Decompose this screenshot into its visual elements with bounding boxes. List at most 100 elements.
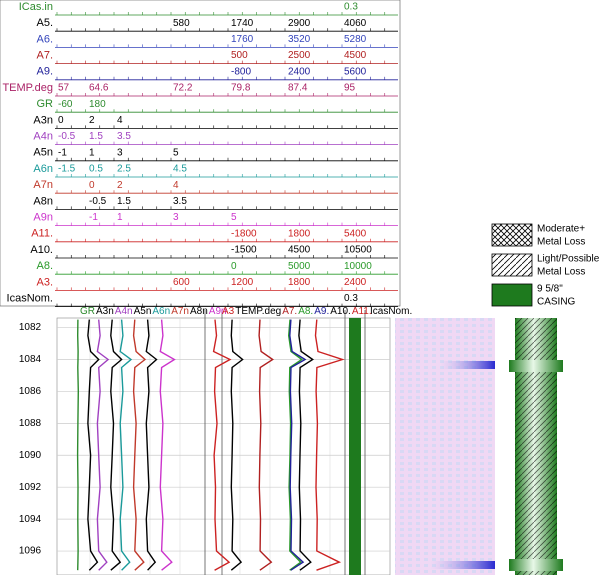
depth-label: 1092	[19, 482, 42, 493]
casing-collar	[509, 360, 563, 372]
scale-label: 1760	[231, 34, 254, 45]
scale-label: 1800	[288, 277, 311, 288]
scale-label: 5600	[344, 66, 367, 77]
log-curve	[132, 319, 147, 571]
scale-label: 580	[173, 18, 190, 29]
scale-label: 4500	[288, 245, 311, 256]
log-curve	[76, 319, 80, 571]
log-curve	[119, 319, 133, 571]
scale-label: 1740	[231, 18, 254, 29]
curve-label: A9n	[209, 306, 227, 317]
scale-label: 87.4	[288, 83, 308, 94]
scale-label: -1	[58, 147, 67, 158]
scale-label: -1	[89, 212, 98, 223]
curve-name: A9.	[36, 66, 53, 78]
scale-label: 3.5	[173, 196, 187, 207]
scale-label: 4	[117, 115, 123, 126]
scale-label: 0	[231, 261, 237, 272]
scale-label: -0.5	[89, 196, 107, 207]
scale-label: 3.5	[117, 131, 131, 142]
legend-text: Metal Loss	[537, 267, 585, 278]
log-curve	[230, 319, 244, 571]
scale-label: 3	[173, 212, 179, 223]
track-curve-labels: IcasNom.	[370, 306, 412, 317]
curve-label: A4n	[115, 306, 133, 317]
log-curve	[314, 319, 345, 571]
curve-name: A10.	[30, 244, 53, 256]
curve-label: GR	[80, 306, 95, 317]
curve-name: A6n	[33, 163, 53, 175]
scale-label: -60	[58, 99, 73, 110]
curve-name: A5.	[36, 17, 53, 29]
scale-label: 4500	[344, 50, 367, 61]
curve-label: A8n	[190, 306, 208, 317]
scale-label: 3	[117, 147, 123, 158]
scale-label: 57	[58, 83, 70, 94]
scale-label: 0.3	[344, 293, 358, 304]
legend-text: 9 5/8"	[537, 284, 563, 295]
log-curve	[289, 319, 307, 571]
legend-text: Metal Loss	[537, 237, 585, 248]
curve-name: A8n	[33, 195, 53, 207]
scale-label: 10000	[344, 261, 372, 272]
legend-text: CASING	[537, 297, 576, 308]
log-curve	[159, 319, 176, 571]
curve-name: A5n	[33, 147, 53, 159]
log-curve	[96, 319, 110, 571]
scale-label: 1	[89, 147, 95, 158]
curve-label: A7.	[282, 306, 297, 317]
legend-swatch	[491, 223, 533, 247]
scale-label: 2900	[288, 18, 311, 29]
scale-label: 1200	[231, 277, 254, 288]
log-curve	[287, 319, 304, 571]
curve-label: A8.	[298, 306, 313, 317]
header-panel	[0, 0, 401, 307]
loss-indication	[430, 561, 495, 569]
scale-label: 1.5	[117, 196, 131, 207]
curve-name: A3n	[33, 114, 53, 126]
curve-label: A9.	[314, 306, 329, 317]
scale-label: 10500	[344, 245, 372, 256]
log-curve	[87, 319, 100, 571]
depth-label: 1096	[19, 546, 42, 557]
depth-label: 1094	[19, 514, 42, 525]
curve-label: A3n	[96, 306, 114, 317]
log-curve	[212, 319, 232, 571]
scale-label: 2	[117, 180, 123, 191]
casing-collar	[509, 559, 563, 571]
scale-label: 0.5	[89, 164, 103, 175]
log-curve	[110, 319, 123, 571]
curve-name: A7.	[36, 50, 53, 62]
scale-label: -800	[231, 66, 251, 77]
curve-label: TEMP.deg	[235, 306, 281, 317]
scale-label: 0.3	[344, 2, 358, 13]
depth-label: 1090	[19, 450, 42, 461]
depth-label: 1088	[19, 418, 42, 429]
scale-label: 5280	[344, 34, 367, 45]
scale-label: 64.6	[89, 83, 109, 94]
depth-label: 1086	[19, 386, 42, 397]
scale-label: 0	[58, 115, 64, 126]
scale-label: 95	[344, 83, 356, 94]
curve-name: A11.	[31, 228, 53, 240]
legend-swatch	[491, 283, 533, 307]
scale-label: -1.5	[58, 164, 76, 175]
scale-label: 5	[173, 147, 179, 158]
depth-label: 1084	[19, 354, 42, 365]
curve-name: A6.	[36, 33, 53, 45]
scale-label: 5	[231, 212, 237, 223]
curve-name: A9n	[33, 212, 53, 224]
curve-name: A4n	[33, 131, 53, 143]
scale-label: 79.8	[231, 83, 251, 94]
image-track	[395, 318, 495, 575]
scale-label: 72.2	[173, 83, 193, 94]
curve-label: A10.	[330, 306, 351, 317]
scale-label: 0	[89, 180, 95, 191]
curve-label: A5n	[134, 306, 152, 317]
scale-label: 500	[231, 50, 248, 61]
scale-label: 4.5	[173, 164, 187, 175]
scale-label: 180	[89, 99, 106, 110]
scale-label: 4060	[344, 18, 367, 29]
scale-label: 5400	[344, 228, 367, 239]
